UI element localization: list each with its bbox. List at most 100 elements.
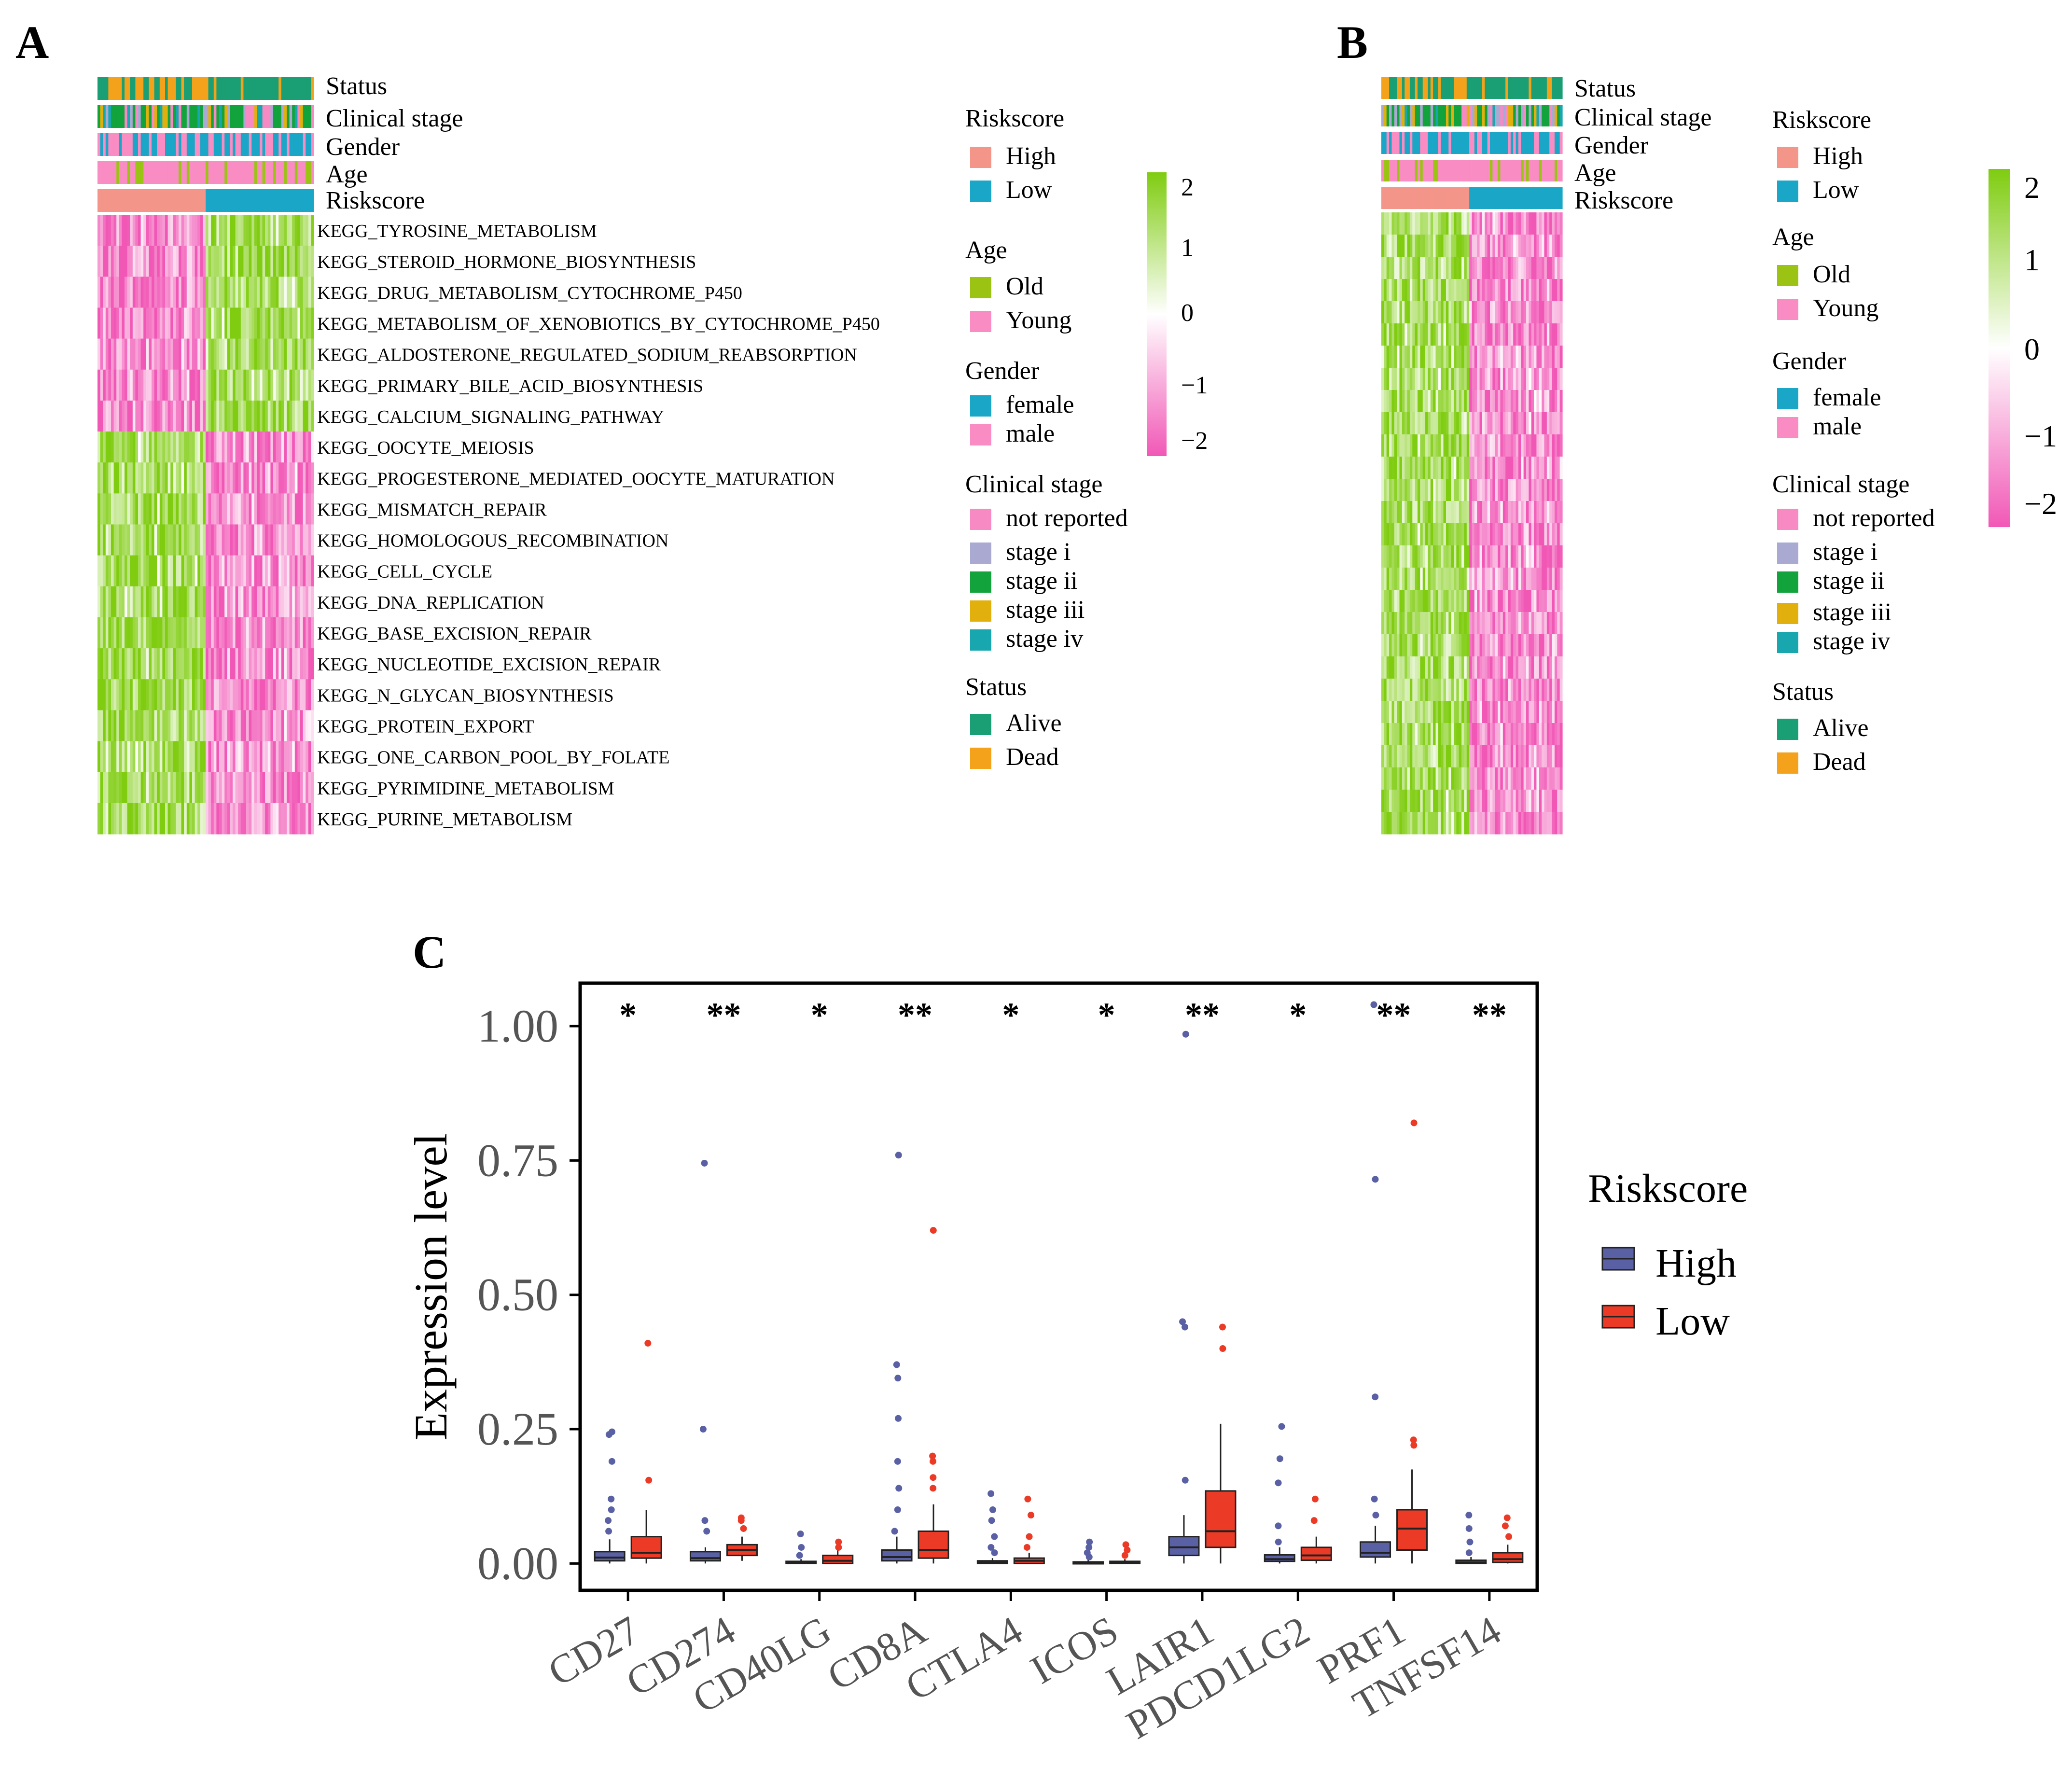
panel-b-heatmap-cell — [1459, 701, 1462, 723]
panel-b-heatmap-cell — [1544, 501, 1547, 524]
panel-b-heatmap-cell — [1430, 634, 1433, 657]
panel-c-outlier — [1465, 1549, 1473, 1557]
panel-b-heatmap-cell — [1536, 479, 1540, 501]
panel-a-heatmap-cell — [222, 307, 225, 339]
panel-b-annotation-cell — [1381, 160, 1384, 181]
panel-b-heatmap-cell — [1454, 368, 1457, 390]
panel-a-heatmap-cell — [152, 710, 155, 742]
panel-b-heatmap-cell — [1386, 257, 1390, 279]
panel-a-heatmap-cell — [203, 772, 206, 804]
panel-b-heatmap-cell — [1469, 368, 1473, 390]
panel-a-heatmap-cell — [297, 307, 301, 339]
panel-b-heatmap-cell — [1544, 301, 1547, 324]
panel-b-heatmap-cell — [1495, 479, 1498, 501]
panel-c-outlier — [1505, 1533, 1513, 1540]
panel-a-heatmap-cell — [97, 431, 101, 463]
panel-a-heatmap-cell — [203, 338, 206, 370]
panel-a-annotation-cell — [240, 189, 244, 212]
panel-b-annotation-cell — [1544, 77, 1547, 99]
panel-a-heatmap-cell — [173, 369, 176, 401]
panel-b-heatmap-cell — [1448, 346, 1452, 368]
panel-a-annotation-cell — [130, 133, 133, 156]
panel-a-heatmap-cell — [227, 679, 230, 710]
panel-b-annotation-cell — [1516, 132, 1519, 154]
panel-a-heatmap-cell — [184, 493, 187, 525]
panel-a-heatmap-cell — [113, 555, 117, 587]
panel-a-heatmap-cell — [186, 586, 190, 618]
panel-a-heatmap-cell — [108, 617, 111, 649]
panel-b-heatmap-cell — [1435, 323, 1439, 346]
panel-b-annotation-cell — [1552, 187, 1555, 209]
panel-b-heatmap-cell — [1448, 390, 1452, 413]
panel-a-heatmap-cell — [189, 462, 193, 494]
panel-c-legend-item: Low — [1655, 1299, 1730, 1344]
panel-a-heatmap-cell — [167, 338, 171, 370]
panel-a-annotation-cell — [249, 105, 252, 128]
panel-a-heatmap-cell — [246, 246, 250, 277]
panel-b-heatmap-cell — [1536, 523, 1540, 546]
panel-a-heatmap-cell — [276, 369, 279, 401]
panel-b-annotation-cell — [1446, 160, 1449, 181]
panel-b-heatmap-cell — [1474, 412, 1477, 435]
panel-c-outlier — [894, 1458, 901, 1465]
panel-a-heatmap-cell — [211, 400, 214, 432]
panel-a-heatmap-cell — [203, 462, 206, 494]
panel-b-heatmap-cell — [1418, 590, 1420, 612]
panel-b-heatmap-cell — [1474, 257, 1477, 279]
panel-b-heatmap-cell — [1516, 235, 1519, 257]
panel-a-heatmap-cell — [235, 277, 238, 308]
panel-c-significance: * — [1289, 996, 1307, 1034]
panel-a-heatmap-cell — [152, 617, 155, 649]
panel-b-heatmap-cell — [1498, 457, 1501, 479]
panel-c-outlier — [1372, 1512, 1379, 1519]
panel-a-annotation-cell — [238, 161, 241, 184]
panel-a-annotation-cell — [267, 161, 271, 184]
panel-a-heatmap-cell — [122, 338, 125, 370]
panel-b-heatmap-cell — [1425, 434, 1429, 457]
panel-a-heatmap-cell — [246, 277, 250, 308]
panel-a-heatmap-cell — [227, 586, 230, 618]
panel-a-heatmap-cell — [300, 431, 304, 463]
panel-a-heatmap-cell — [294, 215, 298, 246]
panel-b-heatmap-cell — [1466, 457, 1470, 479]
panel-b-heatmap-cell — [1456, 767, 1460, 790]
panel-b-heatmap-cell — [1456, 812, 1460, 835]
panel-a-heatmap-cell — [200, 307, 203, 339]
panel-c-outlier — [1122, 1541, 1129, 1548]
panel-b-heatmap-cell — [1399, 723, 1403, 746]
panel-a-annotation-cell — [179, 133, 182, 156]
panel-a-heatmap-cell — [227, 277, 230, 308]
panel-a-heatmap-cell — [127, 307, 130, 339]
panel-a-heatmap-cell — [222, 246, 225, 277]
panel-a-heatmap-cell — [273, 369, 277, 401]
panel-a-heatmap-cell — [235, 369, 238, 401]
panel-a-heatmap-cell — [289, 679, 292, 710]
panel-a-annotation-cell — [152, 189, 155, 212]
panel-a-heatmap-cell — [197, 741, 201, 773]
panel-a-heatmap-cell — [249, 462, 252, 494]
panel-b-heatmap-cell — [1554, 257, 1557, 279]
panel-c-outlier — [1466, 1538, 1474, 1545]
panel-b-heatmap-cell — [1490, 212, 1493, 235]
panel-b-heatmap-cell — [1420, 790, 1423, 812]
panel-a-heatmap-cell — [303, 555, 306, 587]
panel-a-heatmap-cell — [303, 617, 306, 649]
panel-b-heatmap-cell — [1477, 279, 1480, 302]
panel-a-heatmap-cell — [197, 679, 201, 710]
panel-a-heatmap-cell — [224, 741, 228, 773]
panel-b-heatmap-cell — [1477, 390, 1480, 413]
panel-a-annotation-cell — [119, 77, 122, 100]
panel-a-heatmap-cell — [281, 215, 284, 246]
panel-b-heatmap-cell — [1435, 390, 1439, 413]
panel-a-heatmap-cell — [284, 462, 287, 494]
panel-a-heatmap-cell — [162, 772, 166, 804]
panel-a-heatmap-cell — [179, 277, 182, 308]
panel-b-heatmap-cell — [1399, 568, 1403, 590]
panel-b-heatmap-cell — [1536, 279, 1540, 302]
panel-b-heatmap-cell — [1389, 501, 1392, 524]
panel-b-heatmap-cell — [1482, 301, 1485, 324]
panel-b-annotation-cell — [1386, 105, 1390, 126]
panel-a-heatmap-cell — [119, 648, 122, 680]
panel-b-heatmap-cell — [1518, 545, 1521, 568]
